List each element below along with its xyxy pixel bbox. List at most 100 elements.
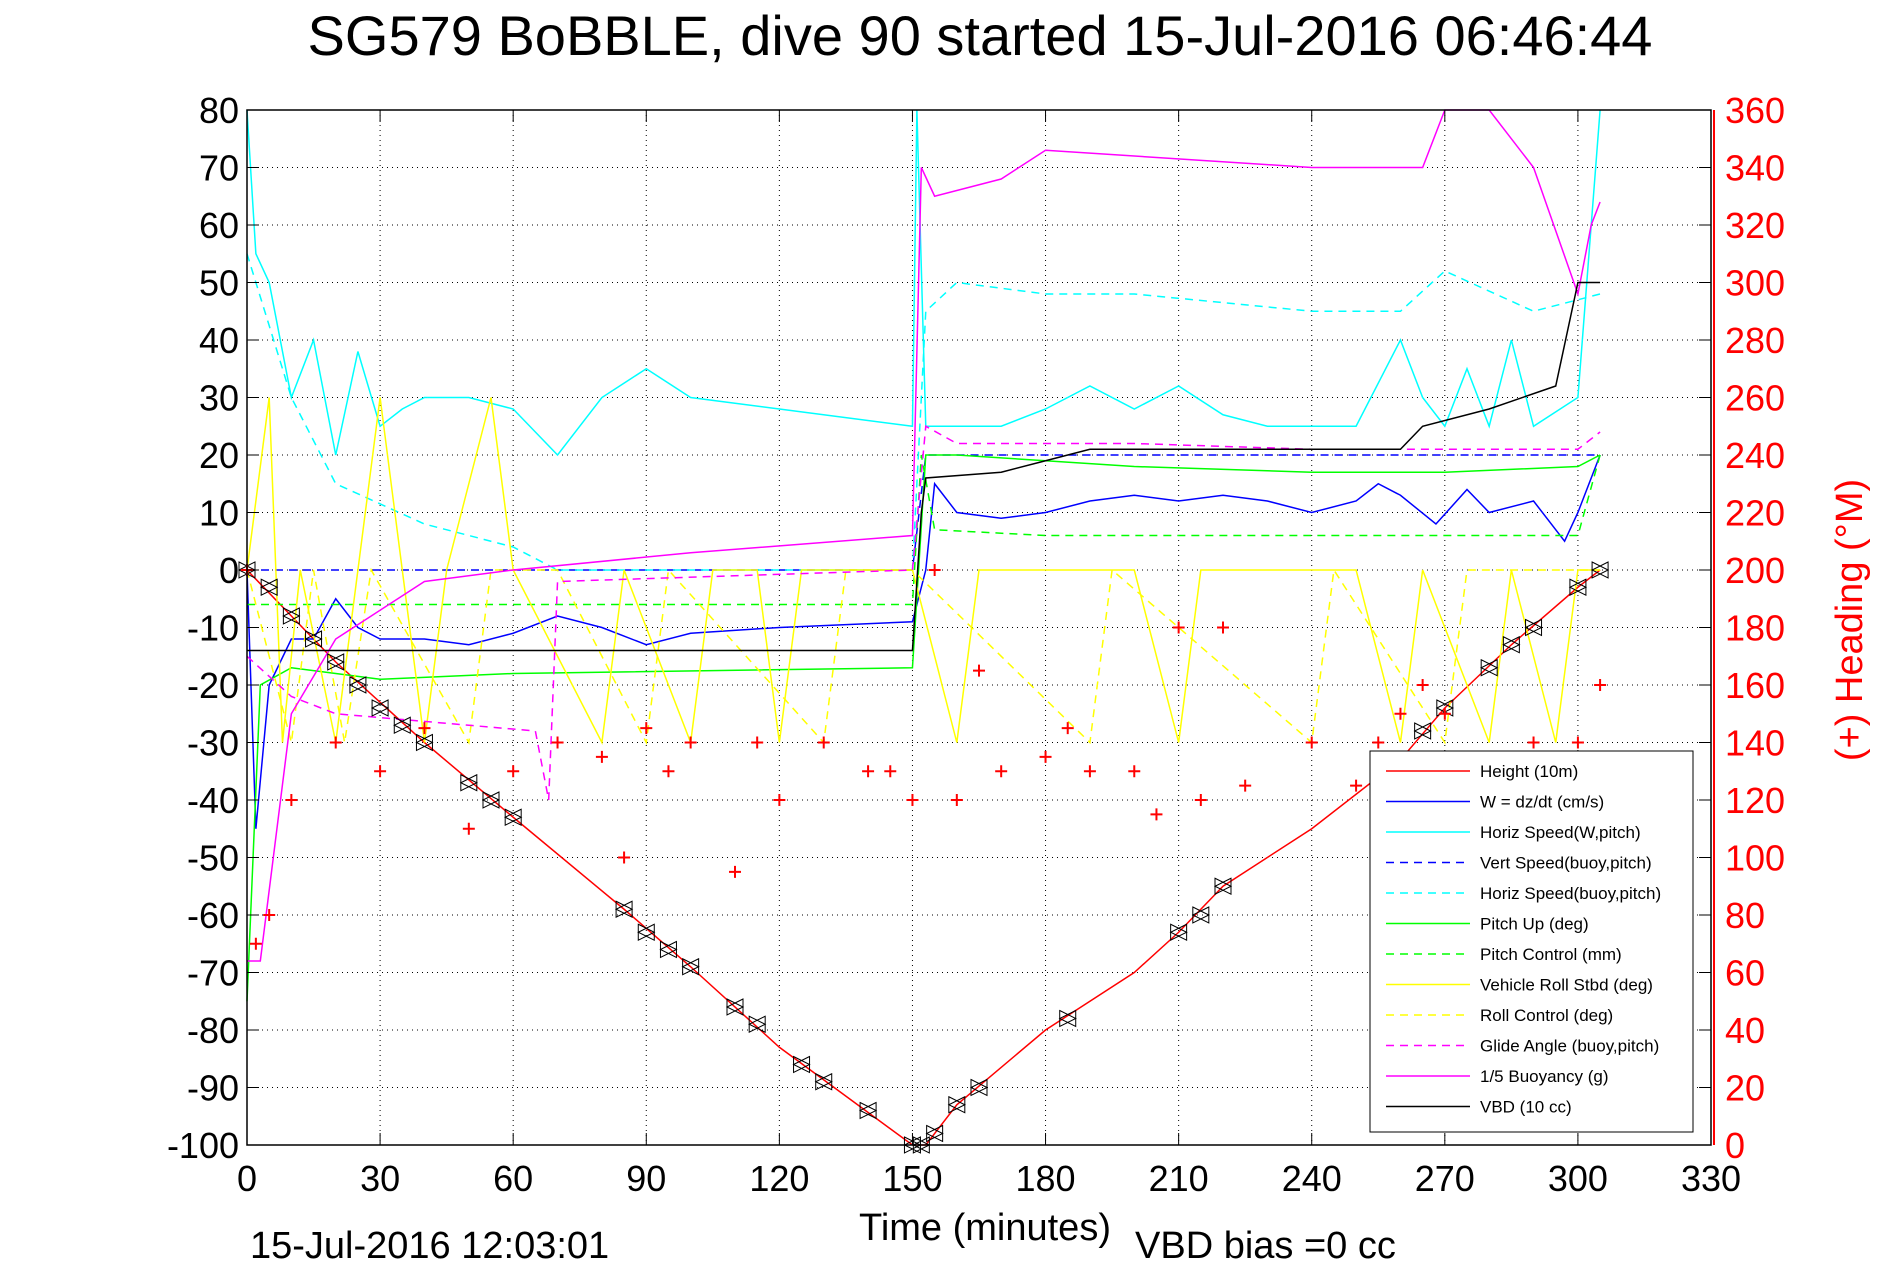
y-tick-label: 60 <box>199 205 239 246</box>
y-tick-label: -90 <box>187 1068 239 1109</box>
legend-label: W = dz/dt (cm/s) <box>1480 793 1604 812</box>
heading-point <box>640 722 653 735</box>
heading-point <box>1527 736 1540 749</box>
heading-point <box>1217 621 1229 634</box>
heading-point <box>773 794 786 806</box>
right-y-tick-label: 240 <box>1725 435 1785 476</box>
legend-label: Vert Speed(buoy,pitch) <box>1480 854 1652 873</box>
x-tick-label: 60 <box>493 1158 533 1199</box>
triangle-marker <box>1590 561 1609 579</box>
heading-point <box>1394 707 1407 720</box>
series-1-5-buoyancy-g <box>247 109 1601 962</box>
heading-point <box>249 937 262 950</box>
heading-point <box>551 736 564 749</box>
right-y-tick-label: 180 <box>1725 608 1785 649</box>
y-tick-label: 70 <box>199 148 239 189</box>
triangle-marker <box>814 1072 833 1091</box>
heading-point <box>618 851 631 864</box>
y-tick-label: -60 <box>187 895 239 936</box>
heading-point <box>595 750 608 763</box>
series-vbd-10-cc <box>247 281 1601 652</box>
x-tick-label: 90 <box>626 1158 666 1199</box>
x-tick-label: 210 <box>1149 1158 1209 1199</box>
triangle-marker <box>1480 658 1499 677</box>
heading-point <box>263 909 276 921</box>
triangle-marker <box>504 808 522 827</box>
x-tick-label: 270 <box>1415 1158 1475 1199</box>
axes: 0 30 60 90 120 150 180 210 240 270 300 330807060504… <box>167 90 1785 1199</box>
triangle-marker <box>481 791 500 809</box>
right-y-tick-label: 120 <box>1725 780 1785 821</box>
heading-point <box>329 736 342 749</box>
heading-point <box>1239 779 1252 792</box>
triangle-marker <box>260 578 278 597</box>
x-tick-label: 120 <box>749 1158 809 1199</box>
x-tick-label: 300 <box>1548 1158 1608 1199</box>
legend-label: Pitch Control (mm) <box>1480 945 1622 964</box>
right-y-tick-label: 220 <box>1725 493 1785 534</box>
triangle-marker <box>925 1124 944 1143</box>
heading-point <box>928 564 941 576</box>
x-axis-label: Time (minutes) <box>859 1207 1111 1249</box>
triangle-marker <box>659 940 677 959</box>
right-y-tick-label: 60 <box>1725 953 1765 994</box>
triangle-marker <box>415 733 433 752</box>
x-tick-label: 180 <box>1016 1158 1076 1199</box>
footer-timestamp: 15-Jul-2016 12:03:01 <box>250 1225 609 1262</box>
triangle-marker <box>1058 1009 1077 1028</box>
y-tick-label: 10 <box>199 493 239 534</box>
heading-point <box>1438 707 1451 720</box>
heading-point <box>1150 808 1163 821</box>
triangle-marker <box>1568 578 1587 597</box>
x-tick-label: 30 <box>360 1158 400 1199</box>
y-tick-label: 40 <box>199 320 239 361</box>
heading-point <box>1194 794 1207 806</box>
heading-point <box>462 822 475 835</box>
right-y-tick-label: 320 <box>1725 205 1785 246</box>
triangle-marker <box>1502 635 1520 654</box>
heading-point <box>1350 779 1363 792</box>
series-pitch-up-deg <box>246 454 1601 1002</box>
triangle-marker <box>725 998 744 1016</box>
chart-title: SG579 BoBBLE, dive 90 started 15-Jul-201… <box>308 4 1653 67</box>
triangle-marker <box>659 940 678 959</box>
triangle-marker <box>348 676 367 694</box>
legend-label: Horiz Speed(W,pitch) <box>1480 823 1641 842</box>
triangle-marker <box>326 653 345 671</box>
heading-point <box>1594 679 1607 691</box>
y-tick-label: -10 <box>187 608 239 649</box>
legend: Height (10m) W = dz/dt (cm/s) Horiz Speed(… <box>1369 750 1694 1133</box>
series-w-dz-dt-cm-s <box>246 454 1601 829</box>
heading-point <box>1128 765 1141 778</box>
triangle-marker <box>282 607 300 625</box>
triangle-marker <box>681 957 700 976</box>
triangle-marker <box>393 716 411 735</box>
triangle-marker <box>460 773 478 792</box>
triangle-marker <box>304 630 323 648</box>
legend-label: 1/5 Buoyancy (g) <box>1480 1067 1609 1086</box>
legend-label: VBD (10 cc) <box>1480 1098 1572 1117</box>
footer-vbd-bias: VBD bias =0 cc <box>1135 1225 1396 1262</box>
triangle-marker <box>969 1078 988 1097</box>
heading-point <box>995 765 1008 778</box>
triangle-marker <box>947 1095 966 1114</box>
y-tick-label: 80 <box>199 90 239 131</box>
heading-point <box>1571 736 1584 749</box>
triangle-marker <box>1480 658 1498 677</box>
right-y-tick-label: 40 <box>1725 1010 1765 1051</box>
heading-point <box>1372 736 1385 749</box>
right-y-tick-label: 340 <box>1725 148 1785 189</box>
y-tick-label: -20 <box>187 665 239 706</box>
triangle-marker <box>1191 906 1210 924</box>
right-y-tick-label: 360 <box>1725 90 1785 131</box>
legend-label: Height (10m) <box>1480 762 1578 781</box>
x-tick-label: 330 <box>1681 1158 1741 1199</box>
heading-point <box>884 765 897 778</box>
right-y-tick-label: 280 <box>1725 320 1785 361</box>
triangle-marker <box>1414 722 1432 740</box>
heading-point <box>662 765 675 778</box>
x-tick-label: 150 <box>882 1158 942 1199</box>
right-y-tick-label: 160 <box>1725 665 1785 706</box>
triangle-marker <box>748 1015 766 1034</box>
